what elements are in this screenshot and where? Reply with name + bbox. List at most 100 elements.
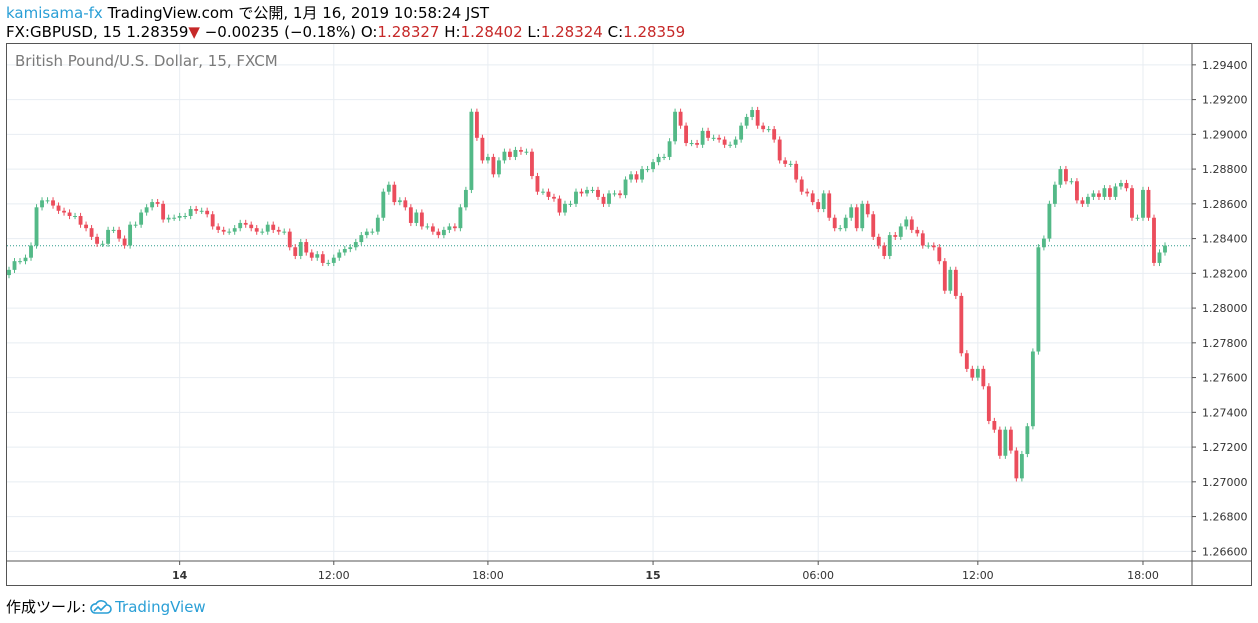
- candle-down: [772, 129, 777, 140]
- candle-up: [1052, 184, 1057, 204]
- candle-up: [260, 231, 265, 233]
- y-tick-label: 1.26600: [1202, 545, 1248, 558]
- candle-up: [651, 162, 655, 170]
- candle-down: [1130, 188, 1134, 218]
- candle-up: [381, 191, 386, 218]
- candle-up: [975, 368, 980, 378]
- candle-up: [728, 144, 733, 146]
- low-value: 1.28324: [540, 23, 603, 41]
- candle-down: [953, 269, 958, 296]
- candle-down: [122, 238, 127, 246]
- candle-up: [326, 262, 331, 264]
- candle-down: [876, 236, 881, 246]
- candle-up: [227, 231, 232, 233]
- candle-up: [1119, 182, 1123, 187]
- candle-up: [265, 224, 270, 232]
- candle-up: [100, 243, 105, 245]
- candle-up: [788, 163, 793, 165]
- author-link[interactable]: kamisama-fx: [6, 4, 103, 22]
- candle-up: [744, 116, 749, 126]
- candle-down: [95, 236, 100, 244]
- candle-up: [711, 137, 716, 139]
- candle-up: [623, 179, 628, 196]
- candle-down: [1008, 429, 1013, 451]
- candle-up: [898, 226, 903, 237]
- candle-up: [166, 217, 171, 220]
- candle-down: [964, 353, 969, 369]
- candle-down: [854, 207, 859, 229]
- candle-down: [618, 193, 622, 196]
- candle-up: [640, 169, 644, 180]
- candle-down: [871, 214, 876, 237]
- candle-down: [695, 143, 700, 145]
- candle-up: [172, 217, 177, 219]
- candle-up: [463, 189, 468, 208]
- candle-down: [827, 193, 832, 218]
- candle-up: [337, 252, 342, 258]
- candle-down: [1074, 181, 1079, 201]
- candle-down: [717, 137, 722, 140]
- candle-up: [585, 189, 589, 194]
- candle-up: [447, 226, 452, 230]
- candle-down: [419, 212, 424, 227]
- y-tick-label: 1.27400: [1202, 406, 1248, 419]
- candle-up: [1069, 181, 1074, 183]
- candle-down: [1124, 182, 1129, 189]
- candle-down: [810, 193, 815, 203]
- candle-down: [249, 224, 254, 229]
- candle-down: [1108, 188, 1112, 197]
- candle-up: [645, 169, 650, 171]
- candle-up: [40, 200, 44, 208]
- open-value: 1.28327: [377, 23, 440, 41]
- candle-down: [78, 216, 83, 225]
- candle-up: [441, 229, 446, 236]
- candle-up: [843, 217, 848, 229]
- y-tick-label: 1.28600: [1202, 198, 1248, 211]
- candle-down: [480, 137, 485, 161]
- candle-up: [331, 257, 336, 263]
- brand-link[interactable]: TradingView: [90, 598, 206, 616]
- price-axis: 1.29400 1.29200 1.29000 1.28800 1.28600 1.284…: [1191, 44, 1248, 585]
- candle-up: [45, 200, 50, 202]
- candle-down: [392, 184, 397, 203]
- candle-down: [920, 233, 925, 246]
- grid-lines: [7, 44, 1192, 560]
- candle-down: [474, 111, 479, 138]
- y-tick-label: 1.27200: [1202, 441, 1248, 454]
- candle-up: [673, 111, 678, 142]
- candle-up: [425, 226, 430, 228]
- candle-up: [1091, 193, 1096, 197]
- candle-down: [67, 212, 72, 216]
- candle-up: [238, 222, 243, 229]
- last-price: 1.28359: [126, 23, 189, 41]
- candle-down: [309, 252, 314, 258]
- candle-down: [155, 202, 160, 204]
- candle-down: [986, 386, 991, 422]
- candle-up: [656, 156, 661, 163]
- low-label: L:: [527, 23, 541, 41]
- candle-up: [513, 149, 518, 157]
- candle-down: [51, 200, 55, 206]
- chart-frame[interactable]: [6, 43, 1252, 586]
- candle-down: [865, 203, 870, 215]
- candle-down: [1014, 450, 1019, 479]
- candle-up: [667, 141, 672, 157]
- candle-up: [188, 209, 193, 216]
- candle-up: [1135, 217, 1140, 219]
- candle-up: [1102, 188, 1107, 197]
- candle-down: [706, 130, 711, 138]
- candle-down: [761, 125, 766, 130]
- candle-down: [276, 229, 281, 232]
- candle-down: [678, 111, 683, 126]
- candle-down: [304, 242, 309, 253]
- candle-up: [364, 231, 369, 236]
- open-label: O:: [360, 23, 378, 41]
- candle-up: [469, 111, 474, 190]
- candle-up: [1041, 238, 1046, 248]
- candle-up: [1058, 169, 1063, 185]
- candle-up: [359, 235, 364, 243]
- candle-down: [832, 217, 837, 229]
- candle-up: [199, 210, 204, 212]
- candle-down: [1146, 189, 1151, 218]
